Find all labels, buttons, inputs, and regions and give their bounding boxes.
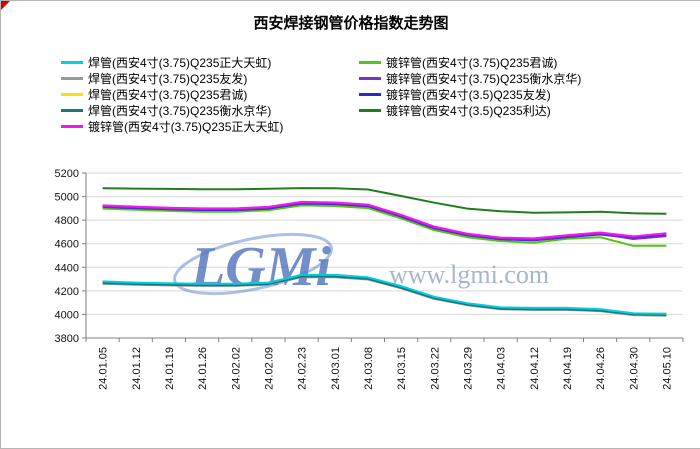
y-tick-label: 5200 xyxy=(55,168,79,180)
series-line xyxy=(102,204,667,247)
legend: 焊管(西安4寸(3.75)Q235正大天虹) 焊管(西安4寸(3.75)Q235友… xyxy=(61,54,581,134)
y-tick-label: 4000 xyxy=(55,309,79,321)
x-tick-label: 24.01.19 xyxy=(164,347,176,390)
legend-label: 镀锌管(西安4寸(3.5)Q235友发) xyxy=(386,87,551,102)
legend-line-swatch xyxy=(61,76,83,80)
legend-line-swatch xyxy=(61,108,83,112)
x-tick-label: 24.02.09 xyxy=(263,347,275,390)
legend-item: 焊管(西安4寸(3.75)Q235友发) xyxy=(61,70,359,86)
legend-line-swatch xyxy=(359,60,381,64)
legend-line-swatch xyxy=(359,76,381,80)
legend-label: 焊管(西安4寸(3.75)Q235友发) xyxy=(88,71,248,86)
y-tick-label: 5000 xyxy=(55,192,79,204)
x-tick-label: 24.03.08 xyxy=(363,347,375,390)
x-tick-label: 24.03.15 xyxy=(396,347,408,390)
y-tick-label: 4200 xyxy=(55,286,79,298)
y-tick-label: 4600 xyxy=(55,239,79,251)
legend-item: 焊管(西安4寸(3.75)Q235正大天虹) xyxy=(61,54,359,70)
legend-line-swatch xyxy=(359,92,381,96)
series-line xyxy=(102,273,667,315)
series-line xyxy=(102,275,667,316)
y-tick-label: 4400 xyxy=(55,262,79,274)
watermark-orbit xyxy=(173,232,333,296)
x-tick-label: 24.01.05 xyxy=(98,347,110,390)
legend-item: 焊管(西安4寸(3.75)Q235衡水京华) xyxy=(61,102,359,118)
legend-line-swatch xyxy=(61,92,83,96)
x-tick-label: 24.03.22 xyxy=(429,347,441,390)
legend-label: 镀锌管(西安4寸(3.5)Q235利达) xyxy=(386,103,551,118)
watermark-logo: LGMi xyxy=(190,236,331,298)
legend-column: 焊管(西安4寸(3.75)Q235正大天虹) 焊管(西安4寸(3.75)Q235友… xyxy=(61,54,359,134)
x-tick-label: 24.04.03 xyxy=(496,347,508,390)
legend-line-swatch xyxy=(61,60,83,64)
legend-label: 焊管(西安4寸(3.75)Q235君诚) xyxy=(88,87,248,102)
legend-item: 镀锌管(西安4寸(3.5)Q235友发) xyxy=(359,86,581,102)
watermark: LGMi www.lgmi.com xyxy=(173,232,549,298)
x-tick-label: 24.04.12 xyxy=(529,347,541,390)
legend-item: 焊管(西安4寸(3.75)Q235君诚) xyxy=(61,86,359,102)
legend-item: 镀锌管(西安4寸(3.75)Q235君诚) xyxy=(359,54,581,70)
x-tick-label: 24.01.26 xyxy=(197,347,209,390)
chart-title: 西安焊接钢管价格指数走势图 xyxy=(253,15,449,32)
corner-marker xyxy=(1,1,10,10)
series-line xyxy=(102,187,667,215)
legend-item: 镀锌管(西安4寸(3.75)Q235衡水京华) xyxy=(359,70,581,86)
legend-item: 镀锌管(西安4寸(3.75)Q235正大天虹) xyxy=(61,118,359,134)
legend-label: 焊管(西安4寸(3.75)Q235衡水京华) xyxy=(88,103,272,118)
y-tick-label: 4800 xyxy=(55,215,79,227)
x-tick-label: 24.05.10 xyxy=(661,347,673,390)
x-tick-label: 24.04.26 xyxy=(595,347,607,390)
legend-label: 镀锌管(西安4寸(3.75)Q235正大天虹) xyxy=(88,119,284,134)
legend-item: 镀锌管(西安4寸(3.5)Q235利达) xyxy=(359,102,581,118)
legend-label: 焊管(西安4寸(3.75)Q235正大天虹) xyxy=(88,55,272,70)
legend-label: 镀锌管(西安4寸(3.75)Q235君诚) xyxy=(386,55,558,70)
x-tick-label: 24.04.19 xyxy=(562,347,574,390)
x-tick-label: 24.02.02 xyxy=(230,347,242,390)
legend-column: 镀锌管(西安4寸(3.75)Q235君诚) 镀锌管(西安4寸(3.75)Q235衡… xyxy=(359,54,581,134)
x-tick-label: 24.03.29 xyxy=(462,347,474,390)
x-tick-label: 24.04.30 xyxy=(628,347,640,390)
x-tick-label: 24.03.01 xyxy=(330,347,342,390)
x-tick-label: 24.01.12 xyxy=(131,347,143,390)
series-line xyxy=(102,200,667,240)
legend-line-swatch xyxy=(359,108,381,112)
x-tick-label: 24.02.23 xyxy=(297,347,309,390)
watermark-site: www.lgmi.com xyxy=(389,260,549,289)
legend-line-swatch xyxy=(61,124,83,128)
y-tick-label: 3800 xyxy=(55,333,79,345)
legend-label: 镀锌管(西安4寸(3.75)Q235衡水京华) xyxy=(386,71,582,86)
